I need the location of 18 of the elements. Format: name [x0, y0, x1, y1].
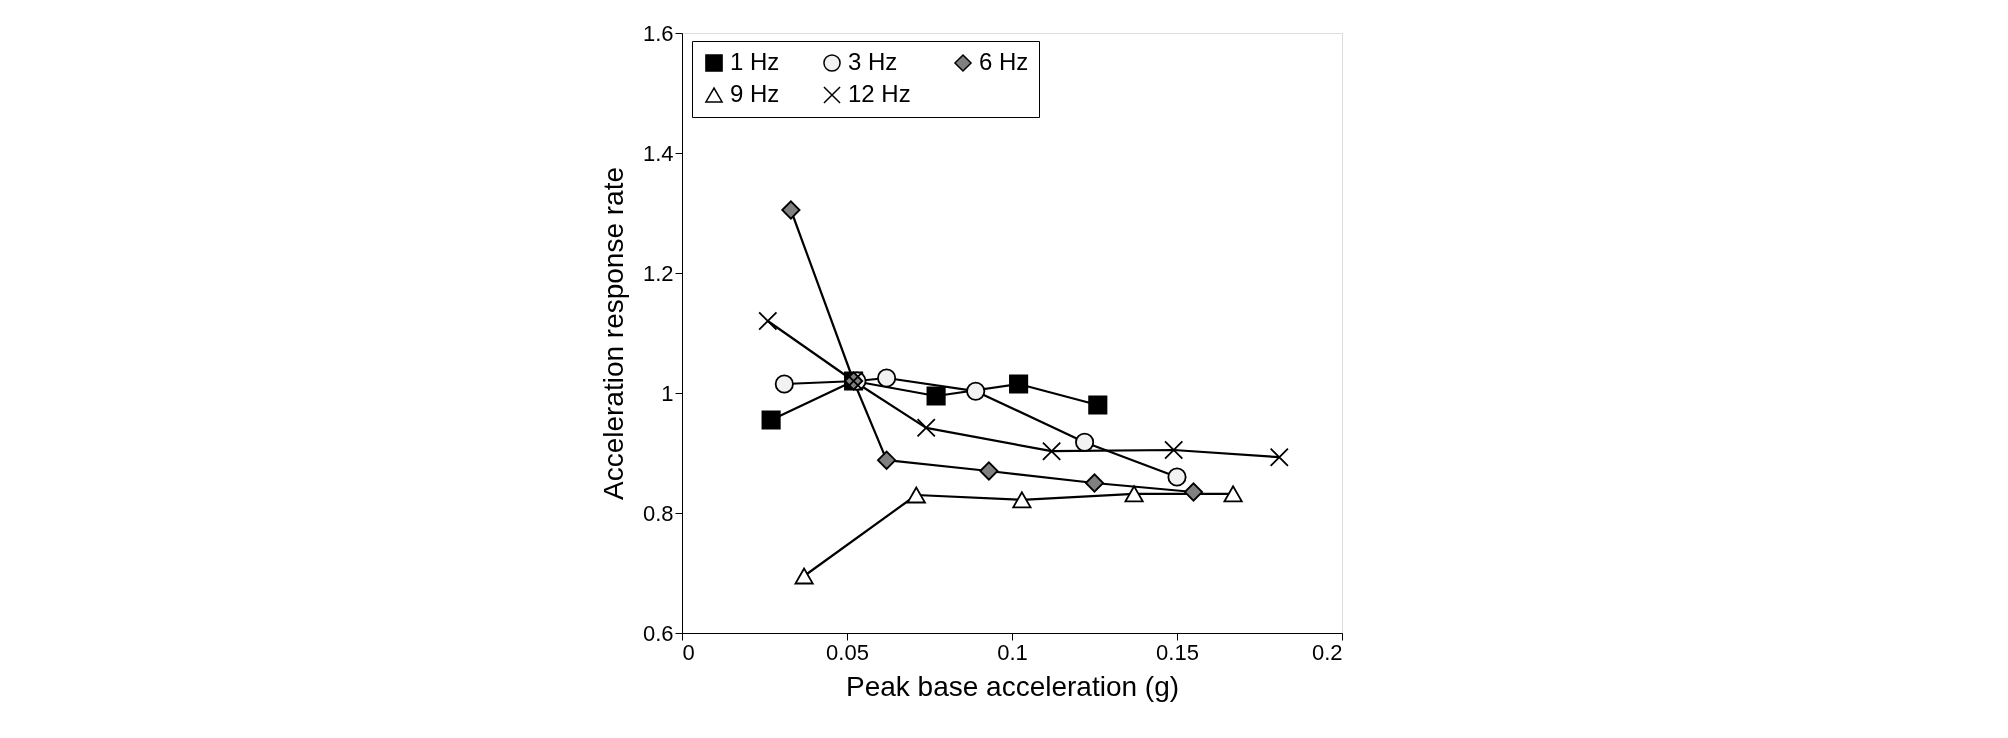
y-tick-label: 1: [661, 380, 674, 406]
legend-label: 6 Hz: [979, 48, 1029, 75]
y-tick-label: 0.8: [642, 500, 674, 526]
x-tick-label: 0: [682, 639, 695, 665]
x-tick-label: 0.05: [826, 639, 869, 665]
legend-label: 9 Hz: [730, 80, 780, 107]
y-tick-label: 1.4: [642, 140, 674, 166]
y-axis-title: Acceleration response rate: [597, 166, 629, 501]
y-tick-label: 1.6: [642, 20, 674, 46]
x-tick-label: 0.15: [1156, 639, 1199, 665]
x-axis-title: Peak base acceleration (g): [845, 670, 1180, 702]
x-tick-label: 0.1: [997, 639, 1028, 665]
legend-label: 12 Hz: [848, 80, 911, 107]
y-tick-label: 1.2: [642, 260, 674, 286]
legend-label: 1 Hz: [730, 48, 780, 75]
y-tick-label: 0.6: [642, 620, 674, 646]
x-tick-label: 0.2: [1311, 639, 1343, 665]
legend-label: 3 Hz: [848, 48, 898, 75]
